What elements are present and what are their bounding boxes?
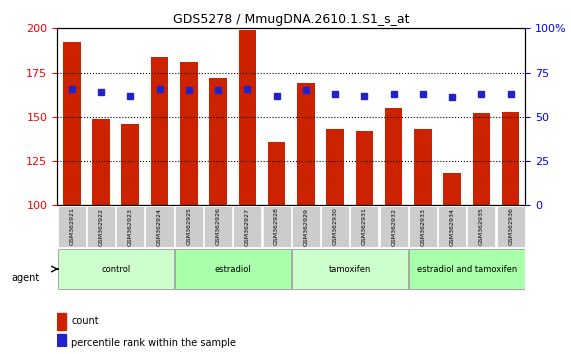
Text: GSM362924: GSM362924 bbox=[157, 207, 162, 246]
Text: GSM362935: GSM362935 bbox=[479, 208, 484, 245]
Bar bbox=[151, 57, 168, 205]
Text: agent: agent bbox=[11, 273, 39, 283]
Text: estradiol: estradiol bbox=[214, 264, 251, 274]
Bar bbox=[63, 42, 81, 205]
FancyBboxPatch shape bbox=[204, 206, 232, 247]
FancyBboxPatch shape bbox=[175, 206, 203, 247]
FancyBboxPatch shape bbox=[409, 206, 437, 247]
Text: estradiol and tamoxifen: estradiol and tamoxifen bbox=[417, 264, 517, 274]
Bar bbox=[326, 129, 344, 205]
Text: GSM362930: GSM362930 bbox=[332, 208, 337, 245]
Text: GSM362923: GSM362923 bbox=[128, 207, 133, 246]
Text: tamoxifen: tamoxifen bbox=[328, 264, 371, 274]
Text: GSM362932: GSM362932 bbox=[391, 207, 396, 246]
Text: GSM362936: GSM362936 bbox=[508, 208, 513, 245]
FancyBboxPatch shape bbox=[380, 206, 408, 247]
Bar bbox=[122, 124, 139, 205]
FancyBboxPatch shape bbox=[351, 206, 379, 247]
Bar bbox=[297, 83, 315, 205]
Text: control: control bbox=[101, 264, 130, 274]
FancyBboxPatch shape bbox=[87, 206, 115, 247]
Text: GSM362931: GSM362931 bbox=[362, 208, 367, 245]
Text: GSM362927: GSM362927 bbox=[245, 207, 250, 246]
Text: GSM362922: GSM362922 bbox=[98, 207, 103, 246]
FancyBboxPatch shape bbox=[468, 206, 496, 247]
Bar bbox=[502, 112, 520, 205]
Text: percentile rank within the sample: percentile rank within the sample bbox=[71, 338, 236, 348]
Text: GSM362929: GSM362929 bbox=[303, 207, 308, 246]
Bar bbox=[356, 131, 373, 205]
Bar bbox=[93, 119, 110, 205]
Bar bbox=[443, 173, 461, 205]
FancyBboxPatch shape bbox=[146, 206, 174, 247]
FancyBboxPatch shape bbox=[292, 206, 320, 247]
FancyBboxPatch shape bbox=[263, 206, 291, 247]
FancyBboxPatch shape bbox=[175, 249, 291, 290]
FancyBboxPatch shape bbox=[58, 249, 174, 290]
FancyBboxPatch shape bbox=[321, 206, 349, 247]
FancyBboxPatch shape bbox=[409, 249, 525, 290]
Bar bbox=[57, 313, 66, 330]
Bar bbox=[268, 142, 286, 205]
Bar bbox=[57, 334, 66, 351]
Text: GSM362921: GSM362921 bbox=[69, 208, 74, 245]
FancyBboxPatch shape bbox=[58, 206, 86, 247]
FancyBboxPatch shape bbox=[438, 206, 466, 247]
Bar bbox=[239, 30, 256, 205]
Bar bbox=[473, 113, 490, 205]
Title: GDS5278 / MmugDNA.2610.1.S1_s_at: GDS5278 / MmugDNA.2610.1.S1_s_at bbox=[173, 13, 409, 26]
Text: GSM362925: GSM362925 bbox=[186, 208, 191, 245]
Text: GSM362934: GSM362934 bbox=[449, 207, 455, 246]
Text: count: count bbox=[71, 316, 99, 326]
Text: GSM362933: GSM362933 bbox=[420, 207, 425, 246]
Bar bbox=[180, 62, 198, 205]
FancyBboxPatch shape bbox=[497, 206, 525, 247]
Bar bbox=[385, 108, 403, 205]
Text: GSM362928: GSM362928 bbox=[274, 208, 279, 245]
FancyBboxPatch shape bbox=[234, 206, 262, 247]
FancyBboxPatch shape bbox=[116, 206, 144, 247]
Text: GSM362926: GSM362926 bbox=[215, 208, 220, 245]
FancyBboxPatch shape bbox=[292, 249, 408, 290]
Bar bbox=[414, 129, 432, 205]
Bar bbox=[209, 78, 227, 205]
